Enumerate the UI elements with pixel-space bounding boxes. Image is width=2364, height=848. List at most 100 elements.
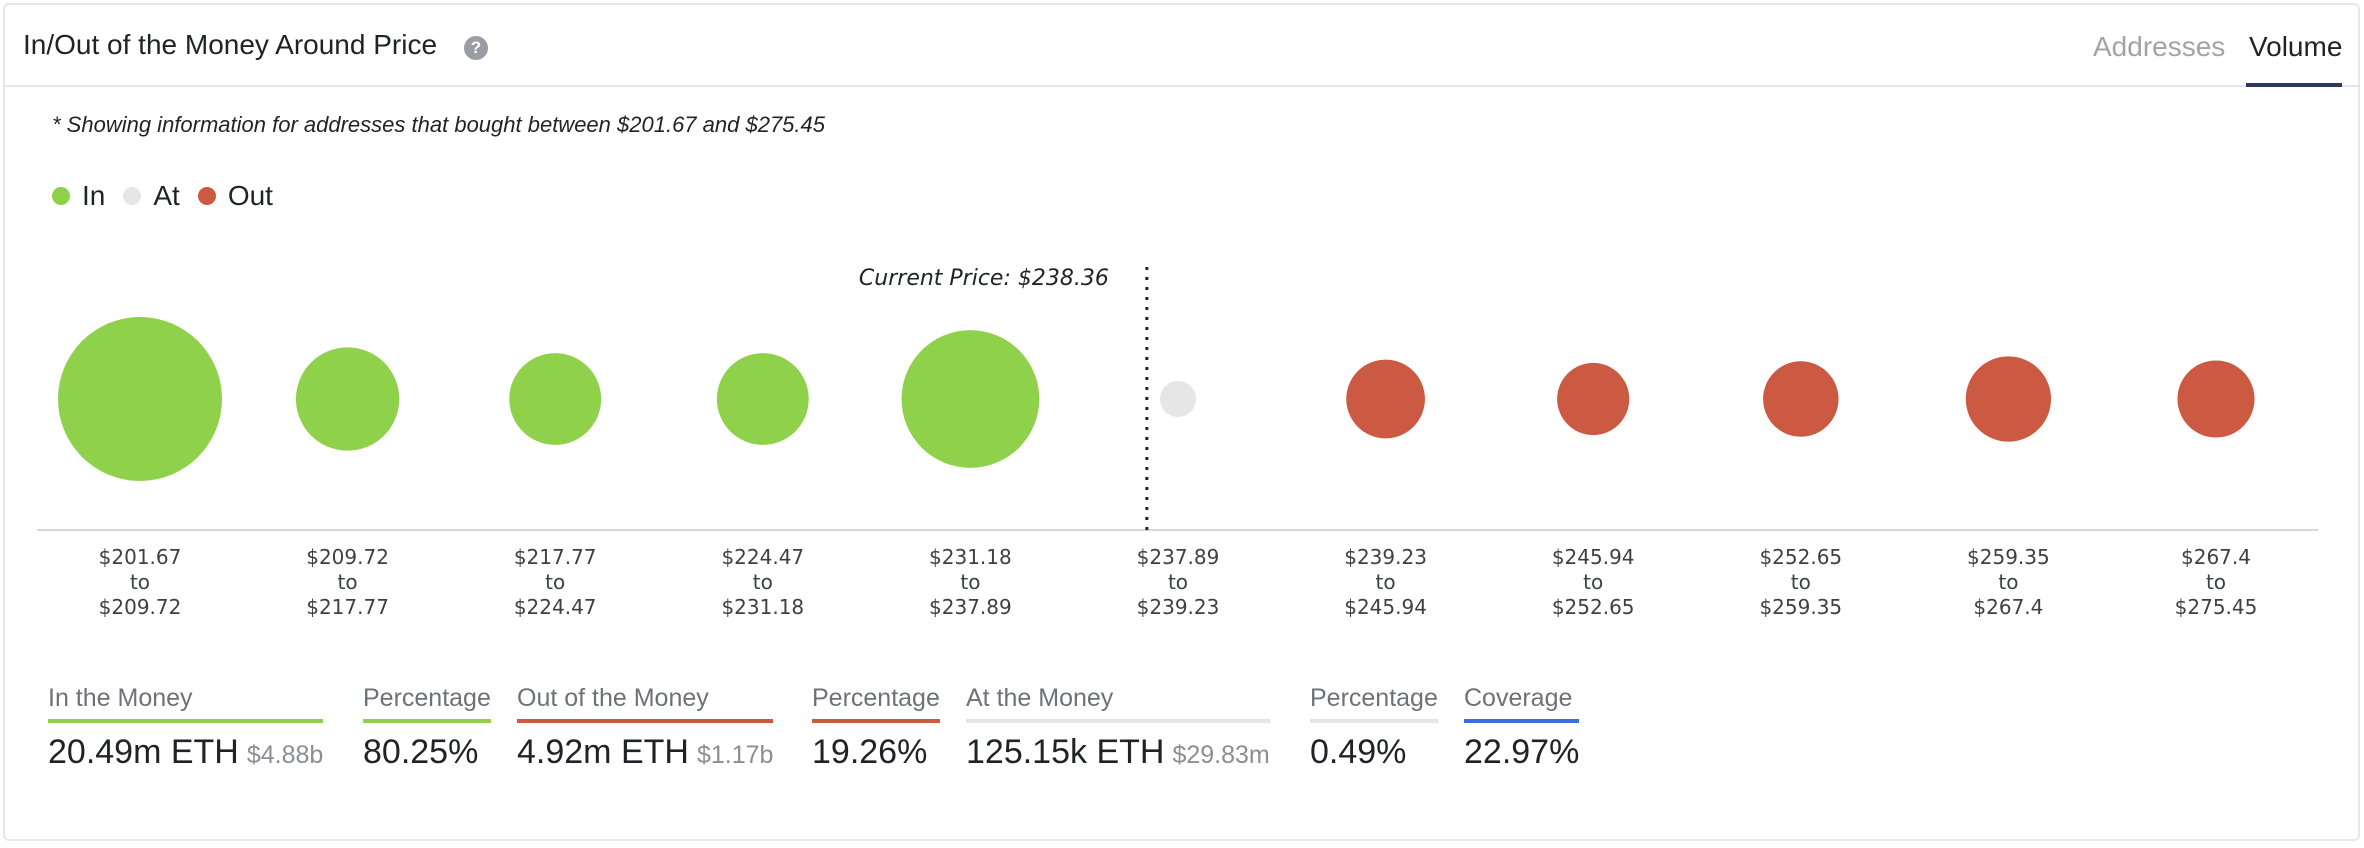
stat-in-the-money: In the Money 20.49m ETH $4.88b <box>48 684 324 772</box>
range-label-line: $267.4 <box>2181 545 2251 569</box>
range-label: $259.35 to $267.4 <box>1967 545 2050 619</box>
stat-value: 125.15k ETH $29.83m <box>966 733 1270 772</box>
stat-value: 0.49% <box>1310 733 1407 771</box>
range-label-line: $245.94 <box>1552 545 1635 569</box>
question-icon[interactable]: ? <box>464 36 488 60</box>
range-label: $252.65 to $259.35 <box>1759 545 1842 619</box>
bubble-out[interactable] <box>1557 362 1630 436</box>
range-label-line: $224.47 <box>721 545 804 569</box>
range-label-line: $237.89 <box>929 595 1012 619</box>
range-label: $224.47 to $231.18 <box>721 545 804 619</box>
range-label-line: $209.72 <box>306 545 389 569</box>
bubble-in[interactable] <box>295 347 400 451</box>
card-title: In/Out of the Money Around Price <box>23 29 438 60</box>
range-label-line: to <box>1791 570 1811 594</box>
stat-at-the-money: At the Money 125.15k ETH $29.83m <box>966 684 1270 772</box>
stat-bar <box>517 719 774 723</box>
stat-value: 19.26% <box>812 733 928 771</box>
legend-item-out[interactable]: Out <box>197 180 273 212</box>
range-label-line: to <box>1376 570 1396 594</box>
bubble-in[interactable] <box>509 353 602 445</box>
range-label: $239.23 to $245.94 <box>1344 545 1427 619</box>
legend-label-in: In <box>82 180 106 211</box>
stat-value: 4.92m ETH $1.17b <box>517 733 773 772</box>
range-label-line: $217.77 <box>306 595 389 619</box>
stat-bar <box>363 719 491 723</box>
range-label-line: to <box>960 570 980 594</box>
stat-bar <box>966 719 1270 723</box>
stat-label: Coverage <box>1464 684 1573 712</box>
stat-usd-value: $29.83m <box>1172 741 1270 769</box>
range-label-line: $231.18 <box>929 545 1012 569</box>
chart-card: In/Out of the Money Around Price ? Addre… <box>3 3 2360 841</box>
legend: In At Out <box>52 180 291 212</box>
range-label-line: to <box>753 570 773 594</box>
stat-bar <box>1464 719 1580 723</box>
range-label-line: $217.77 <box>514 545 597 569</box>
stat-main-value: 20.49m ETH <box>48 733 239 771</box>
tab-volume[interactable]: Volume <box>2249 31 2343 62</box>
active-tab-indicator <box>2246 83 2342 87</box>
range-label-line: $239.23 <box>1344 545 1427 569</box>
legend-label-at: At <box>153 180 180 211</box>
range-label-line: to <box>130 570 150 594</box>
stat-label: Percentage <box>1310 684 1438 712</box>
range-label-line: $209.72 <box>99 595 182 619</box>
stat-main-value: 125.15k ETH <box>966 733 1165 771</box>
range-label-line: to <box>338 570 358 594</box>
stat-label: Percentage <box>363 684 491 712</box>
tab-addresses[interactable]: Addresses <box>2093 31 2226 62</box>
range-label-line: to <box>1998 570 2018 594</box>
range-label-line: $252.65 <box>1552 595 1635 619</box>
legend-item-in[interactable]: In <box>52 180 105 212</box>
range-label: $267.4 to $275.45 <box>2175 545 2258 619</box>
range-label: $201.67 to $209.72 <box>99 545 182 619</box>
bubble-chart: Current Price: $238.36$201.67 to $209.72$2… <box>37 266 2318 619</box>
stat-value: 22.97% <box>1464 733 1580 771</box>
stat-label: At the Money <box>966 684 1114 712</box>
range-label-line: to <box>545 570 565 594</box>
stat-out-of-the-money: Out of the Money 4.92m ETH $1.17b <box>517 684 774 772</box>
range-label: $209.72 to $217.77 <box>306 545 389 619</box>
range-label-line: $245.94 <box>1344 595 1427 619</box>
stat-bar <box>1310 719 1438 723</box>
stat-value: 20.49m ETH $4.88b <box>48 733 323 772</box>
bubble-out[interactable] <box>1346 359 1425 439</box>
bubble-out[interactable] <box>2177 360 2255 438</box>
legend-label-out: Out <box>227 180 273 211</box>
range-label-line: $275.45 <box>2175 595 2258 619</box>
bubble-at[interactable] <box>1159 380 1197 418</box>
stat-label: Out of the Money <box>517 684 709 712</box>
range-label-line: $239.23 <box>1137 595 1220 619</box>
range-label-line: $259.35 <box>1967 545 2050 569</box>
range-label-line: $224.47 <box>514 595 597 619</box>
range-label-line: to <box>2206 570 2226 594</box>
stat-usd-value: $4.88b <box>246 741 324 769</box>
bubble-out[interactable] <box>1763 361 1839 437</box>
range-label-line: to <box>1168 570 1188 594</box>
bubble-in[interactable] <box>716 353 809 445</box>
range-label-line: $267.4 <box>1973 595 2043 619</box>
card-header: In/Out of the Money Around Price ? Addre… <box>5 5 2358 87</box>
stat-bar <box>812 719 940 723</box>
legend-dot-out <box>197 187 216 205</box>
legend-dot-in <box>52 187 70 205</box>
range-label-line: $201.67 <box>99 545 182 569</box>
bubble-out[interactable] <box>1965 356 2052 442</box>
stat-label: In the Money <box>48 684 193 712</box>
range-label-line: $259.35 <box>1759 595 1842 619</box>
legend-item-at[interactable]: At <box>123 180 180 212</box>
current-price-label: Current Price: $238.36 <box>859 266 1109 291</box>
stat-value: 80.25% <box>363 733 479 771</box>
stat-coverage: Coverage 22.97% <box>1464 684 1580 772</box>
range-label-line: $252.65 <box>1759 545 1842 569</box>
bubble-in[interactable] <box>901 330 1040 468</box>
range-label: $245.94 to $252.65 <box>1552 545 1635 619</box>
stat-usd-value: $1.17b <box>696 741 774 769</box>
bubble-in[interactable] <box>58 317 222 481</box>
stat-at-percentage: Percentage 0.49% <box>1310 684 1438 772</box>
range-label-line: to <box>1583 570 1603 594</box>
range-label-line: $231.18 <box>721 595 804 619</box>
range-label: $231.18 to $237.89 <box>929 545 1012 619</box>
stat-out-percentage: Percentage 19.26% <box>812 684 940 772</box>
